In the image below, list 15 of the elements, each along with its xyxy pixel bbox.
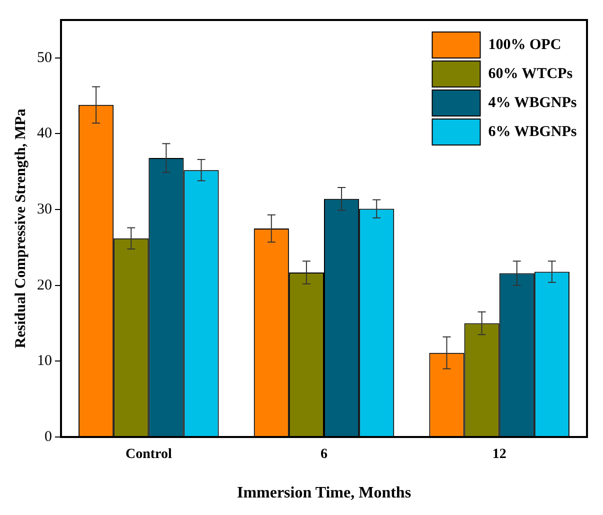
y-tick-label: 40 (37, 126, 52, 142)
y-tick-label: 10 (37, 353, 52, 370)
y-tick-label: 50 (37, 50, 52, 66)
x-tick-label: 12 (492, 447, 506, 462)
y-tick-label: 20 (37, 277, 52, 294)
x-tick-label: Control (125, 447, 172, 462)
y-tick-label: 0 (44, 428, 52, 445)
y-axis-title: Residual Compressive Strength, MPa (12, 108, 29, 348)
legend-label: 6% WBGNPs (488, 124, 577, 140)
y-tick-label: 30 (37, 201, 52, 218)
legend-label: 100% OPC (488, 36, 562, 53)
x-axis-title: Immersion Time, Months (236, 484, 412, 502)
legend-label: 60% WTCPs (488, 66, 573, 82)
x-tick-label: 6 (320, 447, 328, 462)
legend-label: 4% WBGNPs (488, 94, 577, 111)
